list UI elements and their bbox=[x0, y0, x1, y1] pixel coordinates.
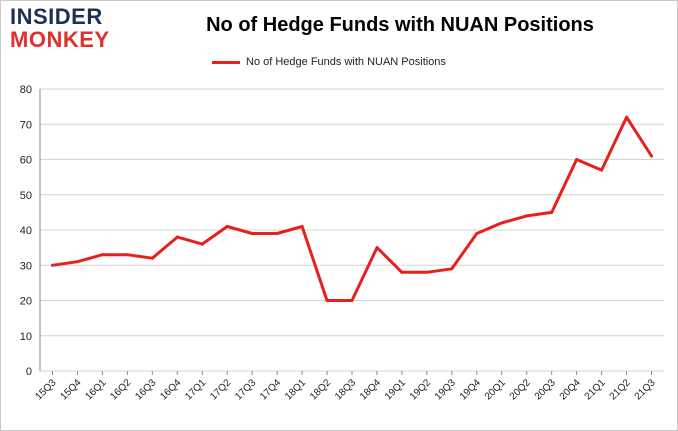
chart-title: No of Hedge Funds with NUAN Positions bbox=[206, 14, 594, 36]
y-tick-label: 50 bbox=[20, 190, 32, 202]
x-tick-label: 18Q3 bbox=[333, 377, 358, 402]
x-tick-label: 18Q4 bbox=[358, 377, 383, 402]
grid-lines bbox=[40, 88, 664, 372]
y-tick-label: 60 bbox=[20, 155, 32, 167]
x-tick-label: 17Q3 bbox=[233, 377, 258, 402]
series-points bbox=[50, 115, 654, 302]
x-tick-label: 20Q2 bbox=[508, 377, 533, 402]
data-point bbox=[375, 246, 379, 250]
data-point bbox=[75, 260, 79, 264]
x-tick-label: 18Q2 bbox=[308, 377, 333, 402]
y-tick-label: 0 bbox=[26, 366, 32, 378]
data-point bbox=[600, 168, 604, 172]
data-point bbox=[575, 158, 579, 161]
y-tick-label: 20 bbox=[20, 296, 32, 308]
y-tick-label: 40 bbox=[20, 225, 32, 237]
x-tick-label: 17Q1 bbox=[183, 377, 208, 402]
x-tick-labels: 15Q3 15Q4 16Q1 16Q2 16Q3 16Q4 17Q1 17Q2 17Q3 17Q4… bbox=[34, 377, 658, 402]
data-point bbox=[450, 267, 454, 271]
x-tick-label: 19Q2 bbox=[408, 377, 433, 402]
y-tick-label: 30 bbox=[20, 260, 32, 272]
logo-line-1: INSIDER bbox=[10, 4, 103, 29]
data-point bbox=[350, 299, 354, 302]
data-point bbox=[300, 224, 304, 228]
y-tick-label: 80 bbox=[20, 84, 32, 96]
data-point bbox=[525, 214, 529, 218]
data-point bbox=[225, 224, 229, 228]
x-tick-label: 16Q1 bbox=[83, 377, 108, 402]
series-line bbox=[51, 115, 653, 302]
x-tick-label: 17Q4 bbox=[258, 377, 283, 402]
data-point bbox=[150, 256, 154, 260]
x-tick-label: 20Q3 bbox=[533, 377, 558, 402]
x-tick-label: 15Q3 bbox=[34, 377, 59, 402]
data-point bbox=[125, 253, 129, 257]
y-tick-labels: 0 10 20 30 40 50 60 70 80 bbox=[20, 84, 32, 378]
data-point bbox=[400, 270, 404, 274]
data-point bbox=[200, 242, 204, 246]
legend-label: No of Hedge Funds with NUAN Positions bbox=[246, 56, 446, 68]
x-tick-label: 16Q4 bbox=[158, 377, 183, 402]
x-tick-label: 21Q1 bbox=[583, 377, 608, 402]
data-point bbox=[425, 270, 429, 274]
y-tick-label: 10 bbox=[20, 331, 32, 343]
legend-swatch bbox=[212, 60, 240, 64]
series-lines bbox=[51, 115, 653, 302]
insider-monkey-logo: INSIDER MONKEY bbox=[10, 6, 128, 51]
data-point bbox=[550, 210, 554, 214]
logo-line-2: MONKEY bbox=[10, 27, 110, 52]
data-point bbox=[50, 263, 54, 267]
x-tick-label: 19Q3 bbox=[433, 377, 458, 402]
x-tick-label: 20Q1 bbox=[483, 377, 508, 402]
data-point bbox=[650, 154, 654, 158]
data-point bbox=[100, 253, 104, 257]
data-point bbox=[175, 235, 179, 239]
chart-legend: No of Hedge Funds with NUAN Positions bbox=[212, 55, 446, 69]
x-tick-label: 21Q2 bbox=[608, 377, 633, 402]
x-tick-label: 15Q4 bbox=[58, 377, 83, 402]
data-point bbox=[250, 232, 254, 236]
data-point bbox=[325, 299, 329, 302]
x-tick-label: 18Q1 bbox=[283, 377, 308, 402]
x-tick-label: 21Q3 bbox=[633, 377, 658, 402]
x-tick-label: 16Q3 bbox=[133, 377, 158, 402]
data-point bbox=[500, 221, 504, 225]
x-tick-label: 19Q4 bbox=[458, 377, 483, 402]
x-tick-label: 17Q2 bbox=[208, 377, 233, 402]
x-tick-label: 20Q4 bbox=[558, 377, 583, 402]
axes bbox=[39, 89, 653, 375]
y-tick-label: 70 bbox=[20, 119, 32, 131]
x-tick-label: 16Q2 bbox=[108, 377, 133, 402]
data-point bbox=[275, 232, 279, 236]
data-point bbox=[475, 232, 479, 236]
data-point bbox=[625, 115, 629, 119]
x-tick-label: 19Q1 bbox=[383, 377, 408, 402]
